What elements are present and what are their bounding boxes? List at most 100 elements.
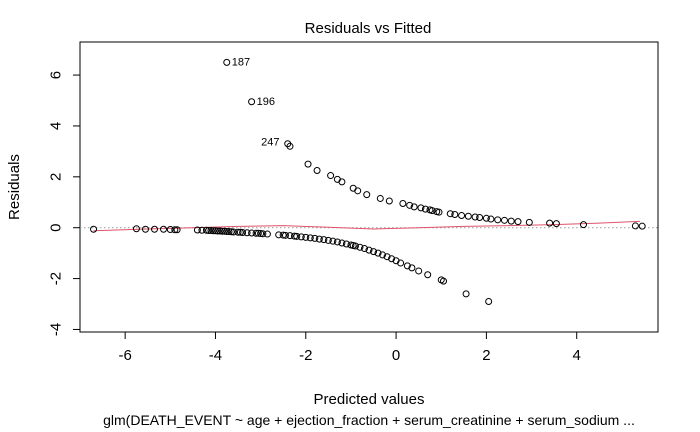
x-tick-label: -2 <box>299 347 312 364</box>
data-point <box>428 207 436 215</box>
data-point <box>388 255 396 263</box>
data-point <box>202 226 210 234</box>
y-tick-label: 4 <box>48 122 65 130</box>
data-point <box>306 234 314 242</box>
data-point <box>243 229 251 237</box>
data-point <box>356 243 364 251</box>
data-point <box>376 194 384 202</box>
data-point <box>410 203 418 211</box>
data-point <box>286 142 294 150</box>
data-point <box>464 212 472 220</box>
data-point <box>370 248 378 256</box>
data-point <box>234 228 242 236</box>
data-point <box>546 219 554 227</box>
data-point <box>214 227 222 235</box>
point-label: 196 <box>257 96 275 108</box>
data-point <box>354 187 362 195</box>
data-point <box>403 262 411 270</box>
y-tick-label: 2 <box>48 173 65 181</box>
data-point <box>198 226 206 234</box>
x-tick-label: 2 <box>482 347 490 364</box>
data-point <box>160 225 168 233</box>
data-point <box>471 213 479 221</box>
data-point <box>415 267 423 275</box>
data-point <box>435 208 443 216</box>
y-tick-label: -4 <box>48 323 65 336</box>
data-point <box>275 231 283 239</box>
data-point <box>417 204 425 212</box>
data-point <box>223 58 231 66</box>
data-point <box>333 238 341 246</box>
y-axis-label: Residuals <box>6 154 23 220</box>
data-point <box>227 228 235 236</box>
data-point <box>360 245 368 253</box>
data-point <box>151 225 159 233</box>
data-point <box>221 227 228 235</box>
data-point <box>297 233 305 241</box>
data-point <box>205 227 213 234</box>
data-point <box>293 232 301 240</box>
data-point <box>338 178 346 186</box>
data-point <box>421 205 429 213</box>
data-point <box>223 228 231 236</box>
data-point <box>462 290 470 298</box>
y-tick-label: -2 <box>48 272 65 285</box>
data-point <box>374 249 382 257</box>
data-point <box>552 220 560 228</box>
data-point <box>458 211 466 219</box>
data-point <box>440 277 448 285</box>
data-point <box>315 235 323 243</box>
data-point <box>514 218 522 226</box>
data-point <box>193 226 201 234</box>
data-point <box>451 210 459 218</box>
data-point <box>263 230 271 238</box>
data-point <box>257 230 265 238</box>
data-point <box>248 229 256 237</box>
data-point <box>239 229 247 237</box>
data-point <box>218 227 226 235</box>
data-point <box>446 210 454 218</box>
data-point <box>424 271 432 279</box>
data-point <box>279 231 287 239</box>
model-formula-subtitle: glm(DEATH_EVENT ~ age + ejection_fractio… <box>103 412 635 428</box>
data-point <box>230 228 238 236</box>
smooth-line <box>93 220 640 232</box>
data-point <box>365 246 373 254</box>
data-point <box>225 228 233 236</box>
data-point <box>500 216 508 224</box>
data-point <box>631 222 639 230</box>
data-point <box>304 160 312 168</box>
data-point <box>286 232 294 240</box>
data-point <box>363 191 371 199</box>
data-point <box>171 226 179 234</box>
data-point <box>173 226 181 234</box>
data-point <box>379 251 387 259</box>
data-point <box>385 197 393 205</box>
data-point <box>397 259 405 267</box>
data-point <box>351 242 359 250</box>
data-point <box>281 231 289 239</box>
data-point <box>313 166 321 174</box>
data-point <box>90 225 98 233</box>
y-tick-label: 0 <box>48 224 65 232</box>
x-axis-label: Predicted values <box>314 391 425 408</box>
data-point <box>311 234 319 242</box>
data-point <box>207 227 215 234</box>
data-point <box>132 225 140 233</box>
data-point <box>342 240 350 248</box>
data-point <box>406 201 414 209</box>
data-points <box>90 58 646 305</box>
data-point <box>320 236 328 244</box>
y-tick-label: 6 <box>48 71 65 79</box>
x-tick-label: 4 <box>573 347 581 364</box>
data-point <box>324 236 332 244</box>
data-point <box>383 253 391 261</box>
data-point <box>408 264 416 272</box>
x-axis: -6 -4 -2 0 2 4 <box>118 331 581 364</box>
data-point <box>209 227 217 235</box>
chart-title: Residuals vs Fitted <box>305 20 432 37</box>
data-point <box>333 175 341 183</box>
data-point <box>259 230 267 238</box>
data-point <box>211 227 219 235</box>
